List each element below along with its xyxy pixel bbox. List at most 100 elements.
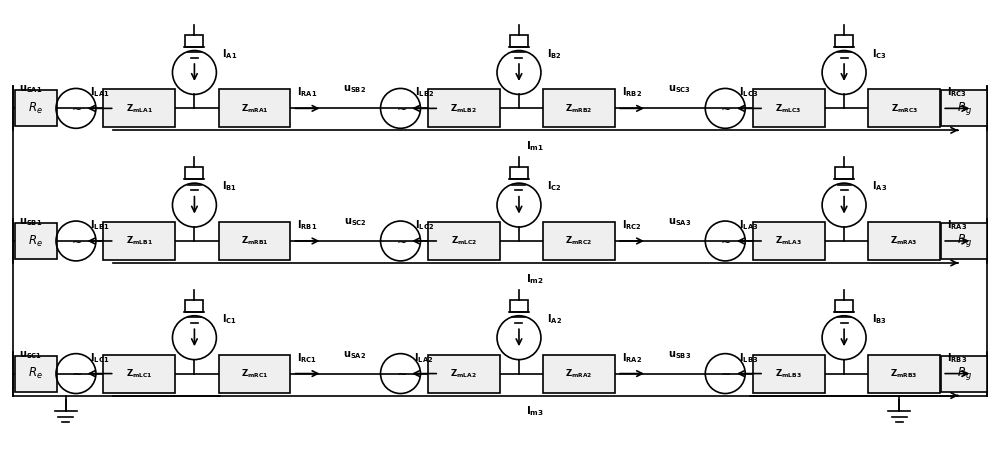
Text: $R_e$: $R_e$ xyxy=(28,233,43,248)
Text: $\mathbf{I_{m3}}$: $\mathbf{I_{m3}}$ xyxy=(526,404,544,418)
Text: $\mathbf{I_{m1}}$: $\mathbf{I_{m1}}$ xyxy=(526,139,544,153)
Text: $\mathbf{Z_{mRA2}}$: $\mathbf{Z_{mRA2}}$ xyxy=(565,367,593,380)
FancyBboxPatch shape xyxy=(185,300,203,312)
FancyBboxPatch shape xyxy=(428,355,500,392)
FancyBboxPatch shape xyxy=(103,89,175,127)
Text: $R_g$: $R_g$ xyxy=(957,233,972,249)
Text: $\mathbf{Z_{mLB2}}$: $\mathbf{Z_{mLB2}}$ xyxy=(450,102,477,115)
Text: $\mathbf{I_{LA3}}$: $\mathbf{I_{LA3}}$ xyxy=(739,218,759,232)
Text: $\mathbf{I_{B3}}$: $\mathbf{I_{B3}}$ xyxy=(872,312,887,326)
Text: $\mathit{\mathbf{u_{SA2}}}$: $\mathit{\mathbf{u_{SA2}}}$ xyxy=(343,349,367,361)
Text: $\mathbf{I_{B2}}$: $\mathbf{I_{B2}}$ xyxy=(547,47,562,61)
Text: $\sim$: $\sim$ xyxy=(69,102,83,115)
Text: $\mathit{\mathbf{u_{SC1}}}$: $\mathit{\mathbf{u_{SC1}}}$ xyxy=(19,349,42,361)
Text: $\mathbf{I_{LC1}}$: $\mathbf{I_{LC1}}$ xyxy=(90,351,109,364)
Text: $\sim$: $\sim$ xyxy=(394,234,407,247)
FancyBboxPatch shape xyxy=(941,90,987,126)
Text: $R_e$: $R_e$ xyxy=(28,366,43,381)
Text: $\sim$: $\sim$ xyxy=(394,367,407,380)
Text: $\sim$: $\sim$ xyxy=(69,367,83,380)
FancyBboxPatch shape xyxy=(753,355,825,392)
FancyBboxPatch shape xyxy=(835,34,853,47)
Text: $\mathit{\mathbf{u_{SB3}}}$: $\mathit{\mathbf{u_{SB3}}}$ xyxy=(668,349,691,361)
Text: $\mathbf{I_{A1}}$: $\mathbf{I_{A1}}$ xyxy=(222,47,238,61)
FancyBboxPatch shape xyxy=(510,34,528,47)
FancyBboxPatch shape xyxy=(185,34,203,47)
FancyBboxPatch shape xyxy=(941,356,987,391)
Text: $R_g$: $R_g$ xyxy=(957,100,972,117)
Text: $R_e$: $R_e$ xyxy=(28,101,43,116)
Text: $\mathbf{I_{RA2}}$: $\mathbf{I_{RA2}}$ xyxy=(622,351,642,364)
Text: $\mathbf{Z_{mRC2}}$: $\mathbf{Z_{mRC2}}$ xyxy=(565,235,593,247)
FancyBboxPatch shape xyxy=(15,356,57,391)
Text: $\mathbf{I_{LB3}}$: $\mathbf{I_{LB3}}$ xyxy=(739,351,759,364)
Text: $\mathbf{Z_{mRA3}}$: $\mathbf{Z_{mRA3}}$ xyxy=(890,235,918,247)
Text: $\mathbf{Z_{mRB1}}$: $\mathbf{Z_{mRB1}}$ xyxy=(241,235,268,247)
Text: $\mathbf{I_{B1}}$: $\mathbf{I_{B1}}$ xyxy=(222,179,238,193)
FancyBboxPatch shape xyxy=(835,167,853,179)
Text: $\mathbf{I_{RC3}}$: $\mathbf{I_{RC3}}$ xyxy=(947,86,967,99)
Text: $\mathbf{I_{RC1}}$: $\mathbf{I_{RC1}}$ xyxy=(297,351,318,364)
Text: $\mathbf{I_{RA3}}$: $\mathbf{I_{RA3}}$ xyxy=(947,218,967,232)
Text: $\mathbf{Z_{mLC1}}$: $\mathbf{Z_{mLC1}}$ xyxy=(126,367,153,380)
Text: $\mathit{\mathbf{u_{SA1}}}$: $\mathit{\mathbf{u_{SA1}}}$ xyxy=(19,83,42,96)
Text: $\mathbf{I_{LA1}}$: $\mathbf{I_{LA1}}$ xyxy=(90,86,109,99)
FancyBboxPatch shape xyxy=(219,355,290,392)
Text: $R_g$: $R_g$ xyxy=(957,365,972,382)
Text: $\mathbf{I_{RA1}}$: $\mathbf{I_{RA1}}$ xyxy=(297,86,318,99)
FancyBboxPatch shape xyxy=(219,222,290,260)
Text: $\mathbf{I_{LA2}}$: $\mathbf{I_{LA2}}$ xyxy=(414,351,434,364)
Text: $\mathbf{I_{A3}}$: $\mathbf{I_{A3}}$ xyxy=(872,179,887,193)
Text: $\sim$: $\sim$ xyxy=(718,367,732,380)
FancyBboxPatch shape xyxy=(543,222,615,260)
FancyBboxPatch shape xyxy=(753,89,825,127)
FancyBboxPatch shape xyxy=(15,90,57,126)
Text: $\mathit{\mathbf{u_{SB2}}}$: $\mathit{\mathbf{u_{SB2}}}$ xyxy=(343,83,367,96)
Text: $\mathit{\mathbf{u_{SC3}}}$: $\mathit{\mathbf{u_{SC3}}}$ xyxy=(668,83,691,96)
Text: $\mathit{\mathbf{u_{SC2}}}$: $\mathit{\mathbf{u_{SC2}}}$ xyxy=(344,216,367,228)
Text: $\mathbf{I_{LC2}}$: $\mathbf{I_{LC2}}$ xyxy=(415,218,434,232)
Text: $\mathbf{I_{RB2}}$: $\mathbf{I_{RB2}}$ xyxy=(622,86,642,99)
FancyBboxPatch shape xyxy=(868,222,940,260)
FancyBboxPatch shape xyxy=(15,223,57,259)
Text: $\mathbf{Z_{mLA2}}$: $\mathbf{Z_{mLA2}}$ xyxy=(450,367,477,380)
FancyBboxPatch shape xyxy=(510,167,528,179)
Text: $\mathbf{I_{C2}}$: $\mathbf{I_{C2}}$ xyxy=(547,179,562,193)
Text: $\mathbf{I_{LC3}}$: $\mathbf{I_{LC3}}$ xyxy=(739,86,759,99)
Text: $\mathbf{Z_{mRB3}}$: $\mathbf{Z_{mRB3}}$ xyxy=(890,367,918,380)
FancyBboxPatch shape xyxy=(753,222,825,260)
Text: $\mathbf{I_{C1}}$: $\mathbf{I_{C1}}$ xyxy=(222,312,237,326)
FancyBboxPatch shape xyxy=(103,355,175,392)
Text: $\sim$: $\sim$ xyxy=(69,234,83,247)
FancyBboxPatch shape xyxy=(868,355,940,392)
Text: $\sim$: $\sim$ xyxy=(394,102,407,115)
Text: $\mathbf{Z_{mRA1}}$: $\mathbf{Z_{mRA1}}$ xyxy=(241,102,268,115)
FancyBboxPatch shape xyxy=(941,223,987,259)
Text: $\mathbf{Z_{mLA1}}$: $\mathbf{Z_{mLA1}}$ xyxy=(126,102,153,115)
Text: $\mathbf{I_{LB1}}$: $\mathbf{I_{LB1}}$ xyxy=(90,218,109,232)
Text: $\mathbf{Z_{mRC1}}$: $\mathbf{Z_{mRC1}}$ xyxy=(241,367,268,380)
Text: $\mathbf{I_{C3}}$: $\mathbf{I_{C3}}$ xyxy=(872,47,887,61)
FancyBboxPatch shape xyxy=(510,300,528,312)
Text: $\mathbf{I_{RB1}}$: $\mathbf{I_{RB1}}$ xyxy=(297,218,318,232)
FancyBboxPatch shape xyxy=(428,222,500,260)
FancyBboxPatch shape xyxy=(543,355,615,392)
FancyBboxPatch shape xyxy=(868,89,940,127)
Text: $\mathbf{Z_{mLB3}}$: $\mathbf{Z_{mLB3}}$ xyxy=(775,367,802,380)
Text: $\mathbf{Z_{mLA3}}$: $\mathbf{Z_{mLA3}}$ xyxy=(775,235,802,247)
FancyBboxPatch shape xyxy=(543,89,615,127)
Text: $\sim$: $\sim$ xyxy=(718,234,732,247)
FancyBboxPatch shape xyxy=(428,89,500,127)
Text: $\mathbf{Z_{mLB1}}$: $\mathbf{Z_{mLB1}}$ xyxy=(126,235,153,247)
Text: $\mathit{\mathbf{u_{SB1}}}$: $\mathit{\mathbf{u_{SB1}}}$ xyxy=(19,216,42,228)
Text: $\mathbf{Z_{mRC3}}$: $\mathbf{Z_{mRC3}}$ xyxy=(891,102,918,115)
FancyBboxPatch shape xyxy=(219,89,290,127)
Text: $\sim$: $\sim$ xyxy=(718,102,732,115)
FancyBboxPatch shape xyxy=(103,222,175,260)
Text: $\mathbf{I_{A2}}$: $\mathbf{I_{A2}}$ xyxy=(547,312,562,326)
Text: $\mathbf{I_{LB2}}$: $\mathbf{I_{LB2}}$ xyxy=(415,86,434,99)
FancyBboxPatch shape xyxy=(185,167,203,179)
FancyBboxPatch shape xyxy=(835,300,853,312)
Text: $\mathbf{I_{RC2}}$: $\mathbf{I_{RC2}}$ xyxy=(622,218,642,232)
Text: $\mathbf{I_{m2}}$: $\mathbf{I_{m2}}$ xyxy=(526,272,544,286)
